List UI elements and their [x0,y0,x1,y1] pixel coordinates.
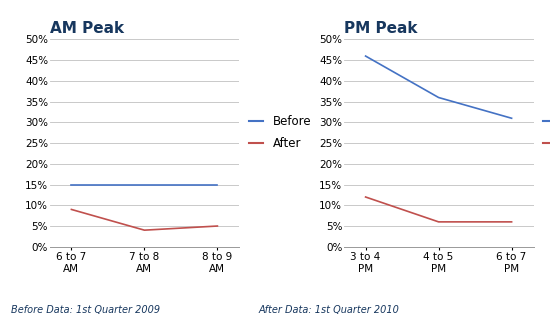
After [68,208,75,212]
After [214,224,221,228]
Text: AM Peak: AM Peak [50,20,124,36]
Text: PM Peak: PM Peak [344,20,417,36]
Before [68,183,75,187]
After [362,195,369,199]
Before [435,95,442,99]
Line: After: After [366,197,512,222]
Text: Before Data: 1st Quarter 2009: Before Data: 1st Quarter 2009 [11,305,160,315]
After [435,220,442,224]
Before [508,116,515,120]
Line: Before: Before [366,56,512,118]
Legend: Before, After: Before, After [543,115,550,150]
Before [214,183,221,187]
Before [362,54,369,58]
Text: After Data: 1st Quarter 2010: After Data: 1st Quarter 2010 [258,305,399,315]
Legend: Before, After: Before, After [249,115,311,150]
After [141,228,148,232]
After [508,220,515,224]
Before [141,183,148,187]
Line: After: After [72,210,217,230]
